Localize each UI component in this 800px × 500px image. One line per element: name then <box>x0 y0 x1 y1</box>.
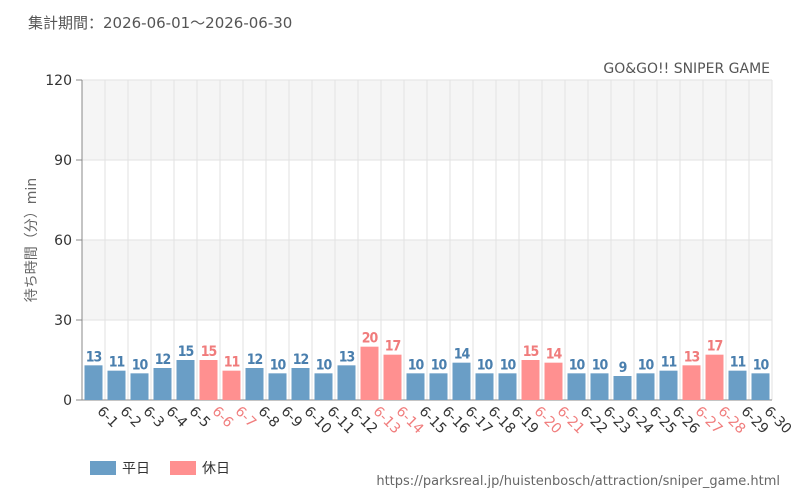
bar-value-label: 10 <box>408 357 425 373</box>
bar-value-label: 17 <box>707 339 723 355</box>
bar <box>498 373 517 400</box>
x-tick-label: 6-5 <box>186 404 213 431</box>
bar <box>590 373 609 400</box>
x-tick-label: 6-2 <box>117 404 144 431</box>
bar-value-label: 14 <box>454 347 471 363</box>
legend-swatch-weekday <box>90 461 116 475</box>
bar <box>659 370 678 400</box>
y-tick-label: 60 <box>54 233 72 249</box>
bar-value-label: 10 <box>569 357 586 373</box>
bar-value-label: 13 <box>684 349 700 365</box>
bar <box>245 368 264 400</box>
bar <box>475 373 494 400</box>
bar <box>452 362 471 400</box>
bar-value-label: 14 <box>546 347 563 363</box>
x-tick-label: 6-8 <box>255 404 282 431</box>
bar <box>636 373 655 400</box>
bar-value-label: 10 <box>316 357 333 373</box>
x-tick-label: 6-7 <box>232 404 259 431</box>
bar-value-label: 17 <box>385 339 401 355</box>
chart-title: GO&GO!! SNIPER GAME <box>603 61 770 77</box>
bar-value-label: 10 <box>270 357 287 373</box>
x-tick-label: 6-9 <box>278 404 305 431</box>
y-tick-label: 30 <box>54 313 72 329</box>
bar <box>130 373 149 400</box>
legend-label-holiday: 休日 <box>202 461 230 477</box>
bar-value-label: 9 <box>619 360 627 376</box>
bar-value-label: 11 <box>661 355 677 371</box>
bar-value-label: 12 <box>293 352 309 368</box>
bar-value-label: 13 <box>86 349 102 365</box>
bar-value-label: 15 <box>523 344 539 360</box>
bar-value-label: 12 <box>155 352 171 368</box>
bar-value-label: 11 <box>109 355 125 371</box>
bar-chart: 0 30 60 90 120 13 6-1 11 6-2 10 6-3 12 6-4 15 6-5 15 6-6… <box>45 73 794 437</box>
bar-value-label: 10 <box>500 357 517 373</box>
legend-swatch-holiday <box>170 461 196 475</box>
bar <box>705 354 724 400</box>
bar-value-label: 13 <box>339 349 355 365</box>
bar <box>567 373 586 400</box>
bar <box>153 368 172 400</box>
bar <box>429 373 448 400</box>
bar-value-label: 12 <box>247 352 263 368</box>
bar-value-label: 10 <box>132 357 149 373</box>
bar <box>176 360 195 400</box>
y-tick-label: 0 <box>63 393 72 409</box>
bar-value-label: 11 <box>730 355 746 371</box>
bar-value-label: 10 <box>638 357 655 373</box>
legend-item-weekday: 平日 <box>90 458 150 478</box>
bar-value-label: 20 <box>362 331 379 347</box>
y-tick-label: 90 <box>54 153 72 169</box>
x-tick-label: 6-6 <box>209 404 237 432</box>
bar-value-label: 10 <box>753 357 770 373</box>
bar-value-label: 15 <box>201 344 217 360</box>
x-tick-label: 6-1 <box>94 404 121 431</box>
bar <box>521 360 540 400</box>
bar <box>383 354 402 400</box>
bar <box>222 370 241 400</box>
bar <box>84 365 103 400</box>
bar <box>107 370 126 400</box>
bar <box>544 362 563 400</box>
x-tick-label: 6-3 <box>140 404 167 431</box>
bar <box>682 365 701 400</box>
bar-value-label: 10 <box>431 357 448 373</box>
bar-value-label: 10 <box>477 357 494 373</box>
bar <box>314 373 333 400</box>
bar <box>728 370 747 400</box>
bar-value-label: 11 <box>224 355 240 371</box>
legend: 平日 休日 <box>90 458 250 478</box>
bar <box>268 373 287 400</box>
bar <box>751 373 770 400</box>
bar <box>360 346 379 400</box>
bar <box>199 360 218 400</box>
y-tick-label: 120 <box>45 73 72 89</box>
bar <box>291 368 310 400</box>
bar <box>406 373 425 400</box>
bar <box>337 365 356 400</box>
source-url: https://parksreal.jp/huistenbosch/attrac… <box>376 474 780 489</box>
bar <box>613 376 632 400</box>
x-tick-label: 6-4 <box>163 404 191 432</box>
legend-label-weekday: 平日 <box>122 461 150 477</box>
legend-item-holiday: 休日 <box>170 458 230 478</box>
bar-value-label: 10 <box>592 357 609 373</box>
period-label: 集計期間：2026-06-01～2026-06-30 <box>28 14 293 32</box>
bar-value-label: 15 <box>178 344 194 360</box>
